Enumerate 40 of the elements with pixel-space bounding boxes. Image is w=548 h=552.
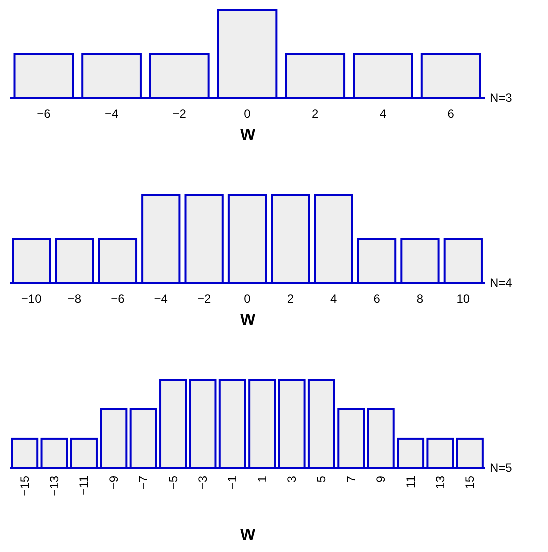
x-tick-label: −8 (68, 292, 82, 306)
x-tick-label: −6 (111, 292, 126, 306)
x-tick-label: −2 (172, 107, 187, 121)
x-tick-label: 3 (285, 476, 300, 483)
x-tick-label: 1 (255, 476, 270, 483)
x-axis-title: W (240, 127, 256, 144)
x-tick-label: 2 (287, 292, 294, 306)
x-tick-label: 10 (456, 292, 470, 306)
text: N=5 (490, 461, 513, 475)
x-axis-title: W (240, 527, 256, 544)
x-tick-label: 2 (312, 107, 320, 121)
x-tick-label: −1 (226, 476, 240, 490)
x-axis-title: W (240, 312, 256, 329)
x-tick-label: −6 (37, 107, 52, 121)
x-tick-label: 13 (433, 476, 448, 490)
x-tick-label: −9 (106, 476, 121, 490)
x-tick-label: −5 (166, 476, 180, 490)
x-tick-label: 6 (448, 107, 455, 121)
x-tick-label: −2 (197, 292, 212, 306)
x-tick-label: 4 (330, 292, 338, 306)
x-tick-label: 0 (244, 107, 252, 121)
x-tick-label: 4 (380, 107, 387, 121)
x-tick-label: −13 (48, 476, 62, 496)
x-tick-label: 9 (374, 476, 388, 483)
x-tick-label: −3 (196, 476, 210, 490)
x-tick-label: −4 (154, 292, 168, 306)
x-tick-label: 11 (404, 476, 418, 488)
x-tick-label: 0 (244, 292, 252, 306)
x-tick-label: −7 (136, 476, 151, 490)
x-tick-label: −10 (21, 292, 42, 306)
x-tick-label: −4 (104, 107, 119, 121)
x-tick-label: 7 (344, 476, 358, 483)
x-tick-label: 8 (416, 292, 424, 306)
x-tick-label: 5 (314, 476, 329, 483)
x-tick-label: 15 (463, 476, 478, 490)
x-tick-label: 6 (374, 292, 381, 306)
text: N=3 (490, 91, 513, 105)
x-tick-label: −11 (77, 476, 92, 496)
text: N=4 (490, 276, 513, 290)
x-tick-label: −15 (18, 476, 32, 496)
